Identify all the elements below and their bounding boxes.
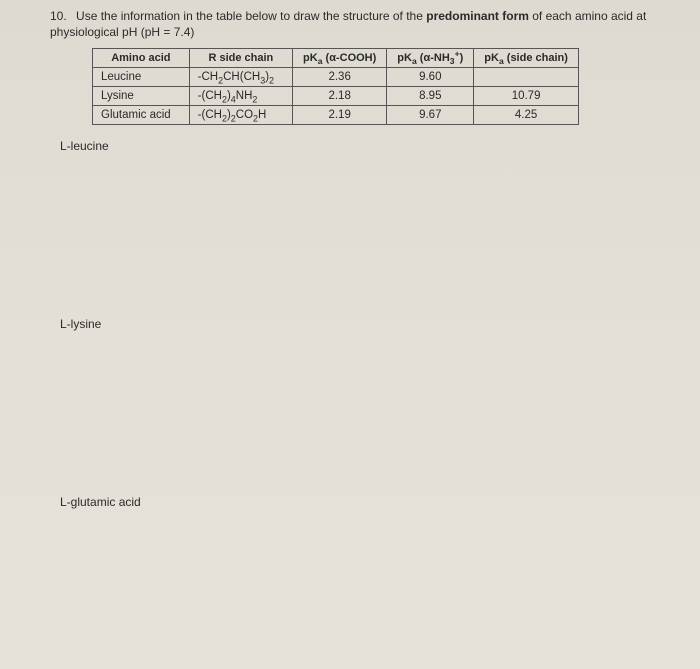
question-bold: predominant form bbox=[426, 9, 529, 23]
question-number: 10. bbox=[50, 8, 67, 24]
th4-close: ) bbox=[460, 52, 464, 64]
r1-post: NH bbox=[236, 90, 253, 102]
th5-pre: pK bbox=[484, 52, 499, 64]
th4-pre: pK bbox=[397, 52, 412, 64]
cell-pka3: 4.25 bbox=[474, 106, 579, 125]
th-pka-nh3: pKa (α-NH3+) bbox=[387, 49, 474, 68]
pka-table: Amino acid R side chain pKa (α-COOH) pKa… bbox=[92, 48, 579, 125]
th-pka-cooh: pKa (α-COOH) bbox=[293, 49, 387, 68]
cell-name: Lysine bbox=[93, 87, 190, 106]
table-row: Leucine -CH2CH(CH3)2 2.36 9.60 bbox=[93, 68, 579, 87]
th-r-side-chain: R side chain bbox=[189, 49, 292, 68]
worksheet-page: 10. Use the information in the table bel… bbox=[0, 0, 700, 669]
cell-pka1: 2.36 bbox=[293, 68, 387, 87]
blank-area-glutamic bbox=[20, 509, 680, 669]
blank-area-leucine bbox=[20, 153, 680, 303]
r0-s3: 2 bbox=[269, 76, 274, 86]
cell-pka3: 10.79 bbox=[474, 87, 579, 106]
label-l-lysine: L-lysine bbox=[60, 317, 680, 331]
r2-post: CO bbox=[236, 109, 253, 121]
question-text: 10. Use the information in the table bel… bbox=[20, 8, 680, 42]
th3-pre: pK bbox=[303, 52, 318, 64]
r2-pre: -(CH bbox=[198, 109, 222, 121]
r0-mid: CH(CH bbox=[223, 71, 260, 83]
question-pre: Use the information in the table below t… bbox=[76, 9, 426, 23]
cell-pka3 bbox=[474, 68, 579, 87]
cell-name: Glutamic acid bbox=[93, 106, 190, 125]
th4-post: (α-NH bbox=[417, 52, 450, 64]
table-header-row: Amino acid R side chain pKa (α-COOH) pKa… bbox=[93, 49, 579, 68]
cell-pka1: 2.19 bbox=[293, 106, 387, 125]
r1-s3: 2 bbox=[252, 95, 257, 105]
th5-post: (side chain) bbox=[504, 52, 568, 64]
cell-pka2: 8.95 bbox=[387, 87, 474, 106]
cell-r: -(CH2)2CO2H bbox=[189, 106, 292, 125]
label-l-glutamic-acid: L-glutamic acid bbox=[60, 495, 680, 509]
th-amino-acid: Amino acid bbox=[93, 49, 190, 68]
r0-pre: -CH bbox=[198, 71, 218, 83]
label-l-leucine: L-leucine bbox=[60, 139, 680, 153]
cell-r: -(CH2)4NH2 bbox=[189, 87, 292, 106]
table-row: Glutamic acid -(CH2)2CO2H 2.19 9.67 4.25 bbox=[93, 106, 579, 125]
th3-post: (α-COOH) bbox=[322, 52, 376, 64]
cell-name: Leucine bbox=[93, 68, 190, 87]
cell-pka2: 9.67 bbox=[387, 106, 474, 125]
r2-tail: H bbox=[258, 109, 266, 121]
cell-r: -CH2CH(CH3)2 bbox=[189, 68, 292, 87]
cell-pka2: 9.60 bbox=[387, 68, 474, 87]
blank-area-lysine bbox=[20, 331, 680, 481]
r1-pre: -(CH bbox=[198, 90, 222, 102]
table-row: Lysine -(CH2)4NH2 2.18 8.95 10.79 bbox=[93, 87, 579, 106]
th-pka-side: pKa (side chain) bbox=[474, 49, 579, 68]
cell-pka1: 2.18 bbox=[293, 87, 387, 106]
